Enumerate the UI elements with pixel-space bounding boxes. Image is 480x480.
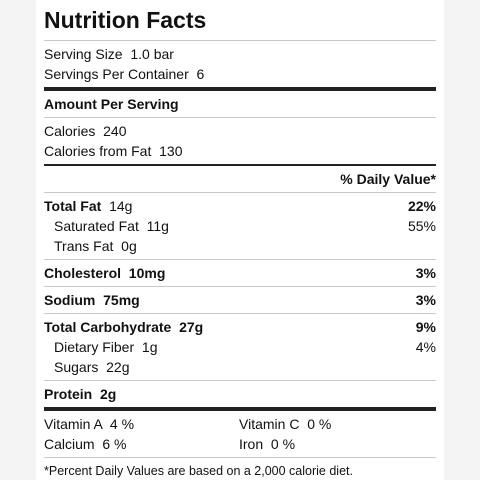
total-fat-label: Total Fat [44,198,102,214]
divider-medium [44,164,436,166]
daily-value-header: % Daily Value* [340,171,436,187]
dietary-fiber-dv: 4% [415,339,436,355]
cholesterol-row: Cholesterol 10mg 3% [44,263,436,283]
protein-section: Protein 2g [44,381,436,407]
total-fat-row: Total Fat 14g 22% [44,196,436,216]
serving-size-label: Serving Size [44,46,123,62]
dietary-fiber-label: Dietary Fiber [54,339,135,355]
cholesterol-dv: 3% [415,265,436,281]
total-fat-dv: 22% [407,198,436,214]
calories-from-fat-value: 130 [159,143,183,159]
servings-per-container-row: Servings Per Container 6 [44,64,436,84]
cholesterol-section: Cholesterol 10mg 3% [44,260,436,286]
amount-per-serving-row: Amount Per Serving [44,94,436,114]
carbohydrate-section: Total Carbohydrate 27g 9% Dietary Fiber … [44,314,436,380]
trans-fat-row: Trans Fat 0g [44,236,436,256]
calcium-value: 6 % [102,436,127,452]
calcium-label: Calcium [44,436,95,452]
divider [44,313,436,314]
calories-from-fat-row: Calories from Fat 130 [44,141,436,161]
divider-thick [44,87,436,91]
fat-section: Total Fat 14g 22% Saturated Fat 11g 55% … [44,193,436,259]
serving-size-value: 1.0 bar [130,46,174,62]
saturated-fat-row: Saturated Fat 11g 55% [44,216,436,236]
trans-fat-label: Trans Fat [54,238,114,254]
total-carbohydrate-label: Total Carbohydrate [44,319,172,335]
divider [44,40,436,41]
saturated-fat-dv: 55% [407,218,436,234]
vitamin-a-entry: Vitamin A 4 % [44,414,239,434]
cholesterol-label: Cholesterol [44,265,122,281]
sodium-amount: 75mg [103,292,140,308]
vitamin-c-value: 0 % [307,416,332,432]
daily-value-footnote: *Percent Daily Values are based on a 2,0… [44,464,353,478]
sodium-section: Sodium 75mg 3% [44,287,436,313]
divider [44,117,436,118]
protein-label: Protein [44,386,93,402]
divider [44,192,436,193]
vitamins-section: Vitamin A 4 % Vitamin C 0 % Calcium 6 % … [44,411,436,457]
divider [44,286,436,287]
saturated-fat-amount: 11g [146,218,169,234]
divider [44,259,436,260]
vitamin-a-label: Vitamin A [44,416,103,432]
servings-per-container-label: Servings Per Container [44,66,189,82]
vitamin-c-entry: Vitamin C 0 % [239,414,436,434]
label-title: Nutrition Facts [44,7,207,33]
serving-size-row: Serving Size 1.0 bar [44,44,436,64]
daily-value-header-section: % Daily Value* [44,166,436,192]
amount-per-serving-section: Amount Per Serving [44,91,436,117]
iron-label: Iron [239,436,264,452]
protein-row: Protein 2g [44,384,436,404]
serving-section: Serving Size 1.0 bar Servings Per Contai… [44,41,436,87]
vitamin-c-label: Vitamin C [239,416,300,432]
total-carbohydrate-row: Total Carbohydrate 27g 9% [44,317,436,337]
nutrition-label: Nutrition Facts Serving Size 1.0 bar Ser… [36,0,444,480]
sugars-amount: 22g [106,359,130,375]
calories-row: Calories 240 [44,121,436,141]
total-carbohydrate-dv: 9% [415,319,436,335]
vitamins-grid: Vitamin A 4 % Vitamin C 0 % Calcium 6 % … [44,414,436,454]
amount-per-serving-label: Amount Per Serving [44,96,179,112]
dietary-fiber-row: Dietary Fiber 1g 4% [44,337,436,357]
sugars-label: Sugars [54,359,99,375]
sodium-label: Sodium [44,292,96,308]
iron-value: 0 % [270,436,296,452]
vitamin-a-value: 4 % [109,416,135,432]
sodium-row: Sodium 75mg 3% [44,290,436,310]
calories-from-fat-label: Calories from Fat [44,143,152,159]
total-fat-amount: 14g [109,198,133,214]
dietary-fiber-amount: 1g [141,339,158,355]
iron-entry: Iron 0 % [239,434,436,454]
cholesterol-amount: 10mg [128,265,166,281]
divider [44,457,436,458]
trans-fat-amount: 0g [121,238,137,254]
servings-per-container-value: 6 [196,66,205,82]
saturated-fat-label: Saturated Fat [54,218,139,234]
divider-thick [44,407,436,411]
calories-section: Calories 240 Calories from Fat 130 [44,118,436,164]
sugars-row: Sugars 22g [44,357,436,377]
sodium-dv: 3% [415,292,436,308]
protein-amount: 2g [100,386,117,402]
total-carbohydrate-amount: 27g [179,319,204,335]
calcium-entry: Calcium 6 % [44,434,239,454]
calories-value: 240 [103,123,127,139]
calories-label: Calories [44,123,96,139]
divider [44,380,436,381]
